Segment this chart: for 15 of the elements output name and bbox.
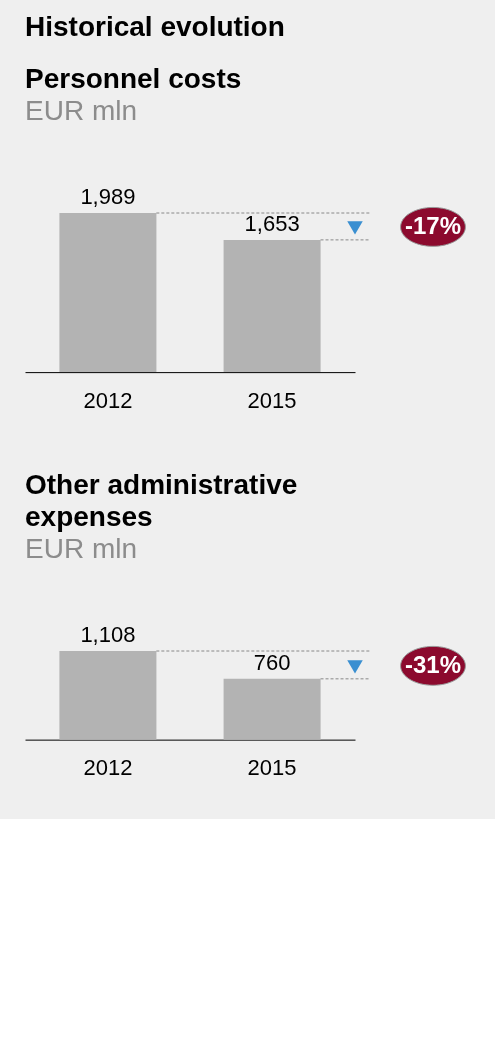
data-label: 1,108 <box>80 622 136 647</box>
data-label: 1,653 <box>244 210 300 236</box>
data-label: 760 <box>253 649 291 675</box>
text: Historical evolution <box>25 11 285 42</box>
text: -17% <box>404 211 462 239</box>
x-tick-label: 2012 <box>83 755 133 781</box>
chart-subtitle: EUR mln <box>25 95 138 126</box>
data-label: 1,989 <box>80 184 136 209</box>
x-tick-label: 2015 <box>247 755 297 781</box>
chart-subtitle: EUR mln <box>25 533 138 564</box>
text: -31% <box>404 650 462 678</box>
chart-title: Other administrative expenses <box>25 469 298 532</box>
x-tick-label: 2015 <box>247 387 297 413</box>
x-tick-label: 2012 <box>83 387 133 413</box>
chart-title: Personnel costs <box>25 63 242 94</box>
